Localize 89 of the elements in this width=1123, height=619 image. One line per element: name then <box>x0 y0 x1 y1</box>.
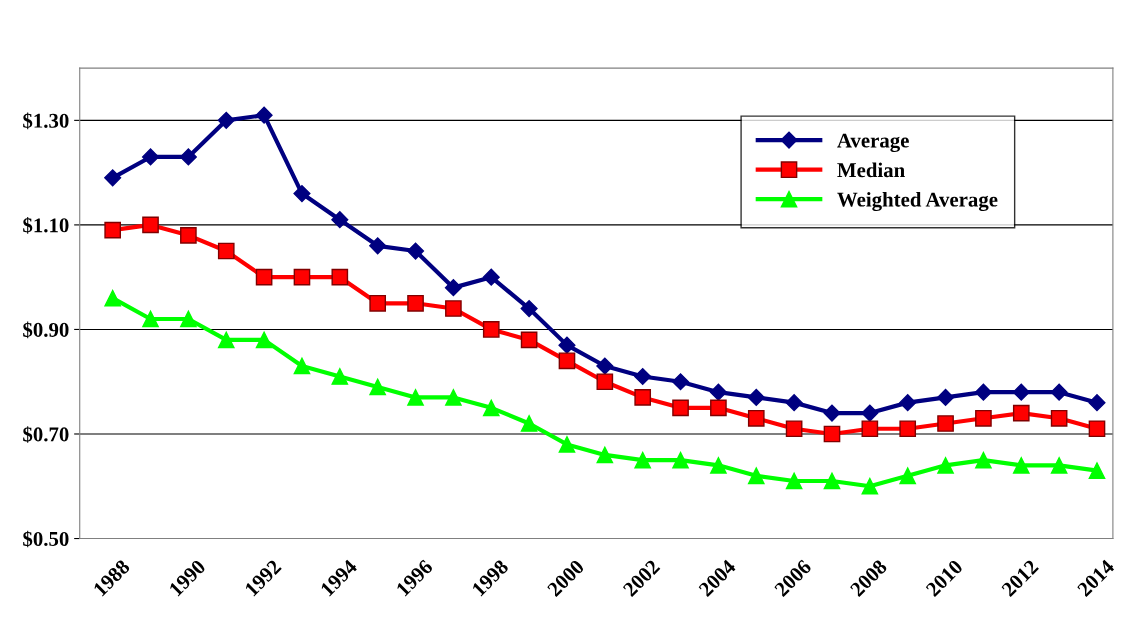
point <box>482 399 500 417</box>
point <box>406 242 425 260</box>
point <box>407 389 424 406</box>
point <box>747 388 765 406</box>
legend-label: Average <box>837 133 909 152</box>
point <box>899 467 917 485</box>
point <box>255 331 273 349</box>
point <box>634 367 652 386</box>
point <box>785 394 803 412</box>
point <box>785 472 803 490</box>
point <box>937 415 954 432</box>
point <box>710 457 727 474</box>
point <box>596 357 614 375</box>
point <box>104 289 122 307</box>
point <box>1050 457 1068 474</box>
point <box>558 336 576 354</box>
point <box>1088 394 1106 412</box>
point <box>558 436 576 453</box>
point <box>180 227 197 244</box>
y-tick-label: $0.70 <box>23 426 69 443</box>
point <box>217 111 235 129</box>
point <box>444 279 462 297</box>
point <box>445 300 462 317</box>
point <box>709 383 727 401</box>
y-tick-label: $1.10 <box>23 217 69 234</box>
point <box>823 404 841 422</box>
point <box>142 310 159 328</box>
point <box>672 399 689 417</box>
point <box>558 352 576 370</box>
point <box>331 211 349 229</box>
point <box>975 409 992 427</box>
point <box>331 268 349 286</box>
point <box>1050 383 1068 401</box>
point <box>823 425 841 443</box>
point <box>1050 409 1068 427</box>
point <box>861 477 879 495</box>
point <box>255 106 273 124</box>
point <box>293 184 311 203</box>
point <box>596 446 614 464</box>
point <box>1012 457 1030 474</box>
point <box>975 451 992 469</box>
point <box>331 368 349 385</box>
point <box>369 378 387 396</box>
point <box>710 399 727 417</box>
legend-label: Weighted Average <box>837 191 998 212</box>
point <box>937 457 954 474</box>
point <box>1088 420 1106 438</box>
point <box>104 221 122 239</box>
point <box>634 451 652 469</box>
point <box>899 394 917 412</box>
point <box>217 331 235 349</box>
point <box>520 415 538 432</box>
point <box>671 373 690 391</box>
point <box>861 420 879 438</box>
point <box>142 216 159 234</box>
point <box>974 383 992 401</box>
point <box>823 472 841 490</box>
point <box>369 294 387 312</box>
point <box>1012 404 1030 422</box>
y-tick-label: $0.50 <box>23 530 69 548</box>
point <box>899 420 917 438</box>
point <box>293 268 311 286</box>
point <box>217 242 235 260</box>
point <box>179 148 197 166</box>
point <box>520 331 538 349</box>
point <box>1088 462 1106 479</box>
point <box>596 373 614 391</box>
point <box>293 357 311 375</box>
point <box>445 389 462 406</box>
point <box>785 420 803 438</box>
point <box>1012 383 1030 401</box>
point <box>747 467 765 485</box>
point <box>747 409 765 427</box>
point <box>141 148 160 166</box>
point <box>861 404 879 422</box>
point <box>672 451 689 469</box>
point <box>255 268 273 286</box>
point <box>482 268 500 286</box>
point <box>369 237 387 255</box>
point <box>180 310 197 328</box>
point <box>407 294 424 312</box>
point <box>104 169 122 187</box>
point <box>520 299 538 318</box>
point <box>634 389 652 406</box>
y-tick-label: $0.90 <box>23 321 69 339</box>
legend-label: Median <box>837 162 905 178</box>
point <box>482 321 500 338</box>
point <box>937 388 955 406</box>
y-tick-label: $1.30 <box>23 112 69 130</box>
